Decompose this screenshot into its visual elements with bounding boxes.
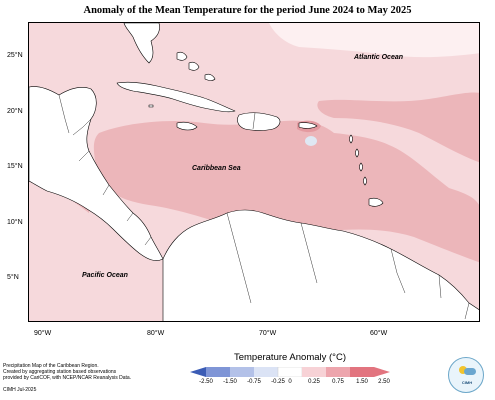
colorbar-tick-7: 0.75 [332,379,344,385]
label-caribbean-sea: Caribbean Sea [192,165,241,172]
land-puerto-rico [298,122,318,129]
label-atlantic-ocean: Atlantic Ocean [354,54,404,61]
colorbar-segment-7 [326,367,350,377]
land-florida [123,23,160,64]
border-line-hispaniola [252,112,256,130]
lat-label-20n: 20°N [7,108,23,115]
colorbar [190,367,390,377]
colorbar-segment-1 [190,367,206,377]
description-line-1: Precipitation Map of the Caribbean Regio… [3,363,99,369]
land-lesser-antilles [349,134,367,186]
lat-label-25n: 25°N [7,52,23,59]
land-cayman-islands [148,104,154,108]
colorbar-segment-9 [374,367,390,377]
land-bahamas [176,51,216,81]
map-graphic [29,23,479,321]
label-pacific-ocean: Pacific Ocean [82,272,128,279]
colorbar-segment-3 [230,367,254,377]
land-jamaica [176,121,198,131]
colorbar-segment-8 [350,367,374,377]
map-description: Precipitation Map of the Caribbean Regio… [3,363,173,393]
map-credit: CIMH Jul-2025 [3,387,37,393]
description-line-3: provided by CariCOF, with NCEP/NCAR Rean… [3,375,132,381]
temperature-anomaly-map [28,22,480,322]
lon-label-90w: 90°W [34,330,52,337]
logo-text: CIMH [461,380,473,385]
colorbar-tick-5: 0 [288,379,292,385]
anomaly-high-atlantic [317,92,479,163]
colorbar-tick-4: -0.25 [271,379,285,385]
lon-label-70w: 70°W [259,330,277,337]
colorbar-tick-8: 1.50 [356,379,368,385]
anomaly-near-zero-dominica [305,136,317,146]
colorbar-tick-3: -0.75 [247,379,261,385]
colorbar-segment-6 [302,367,326,377]
border-lines-south-america [226,212,470,320]
colorbar-tick-6: 0.25 [308,379,320,385]
sun-icon [459,366,467,374]
cimh-logo: CIMH [448,357,484,393]
land-hispaniola [237,112,281,131]
colorbar-segment-2 [206,367,230,377]
colorbar-title: Temperature Anomaly (°C) [233,352,347,363]
colorbar-tick-9: 2.50 [378,379,390,385]
colorbar-segment-5 [277,367,303,377]
map-title: Anomaly of the Mean Temperature for the … [83,5,412,16]
land-cuba [116,81,236,113]
land-central-america [29,86,164,261]
colorbar-tick-2: -1.50 [223,379,237,385]
lon-label-60w: 60°W [370,330,388,337]
border-lines-central-america [58,94,152,246]
land-trinidad [368,197,384,207]
cloud-icon [464,368,476,375]
colorbar-tick-1: -2.50 [199,379,213,385]
lon-label-80w: 80°W [147,330,165,337]
colorbar-segment-4 [254,367,278,377]
description-line-2: Created by aggregating station based obs… [3,369,117,375]
lat-label-10n: 10°N [7,219,23,226]
anomaly-near-zero-area [269,23,479,58]
lat-label-5n: 5°N [7,274,19,281]
anomaly-high-caribbean [93,120,479,263]
lat-label-15n: 15°N [7,163,23,170]
